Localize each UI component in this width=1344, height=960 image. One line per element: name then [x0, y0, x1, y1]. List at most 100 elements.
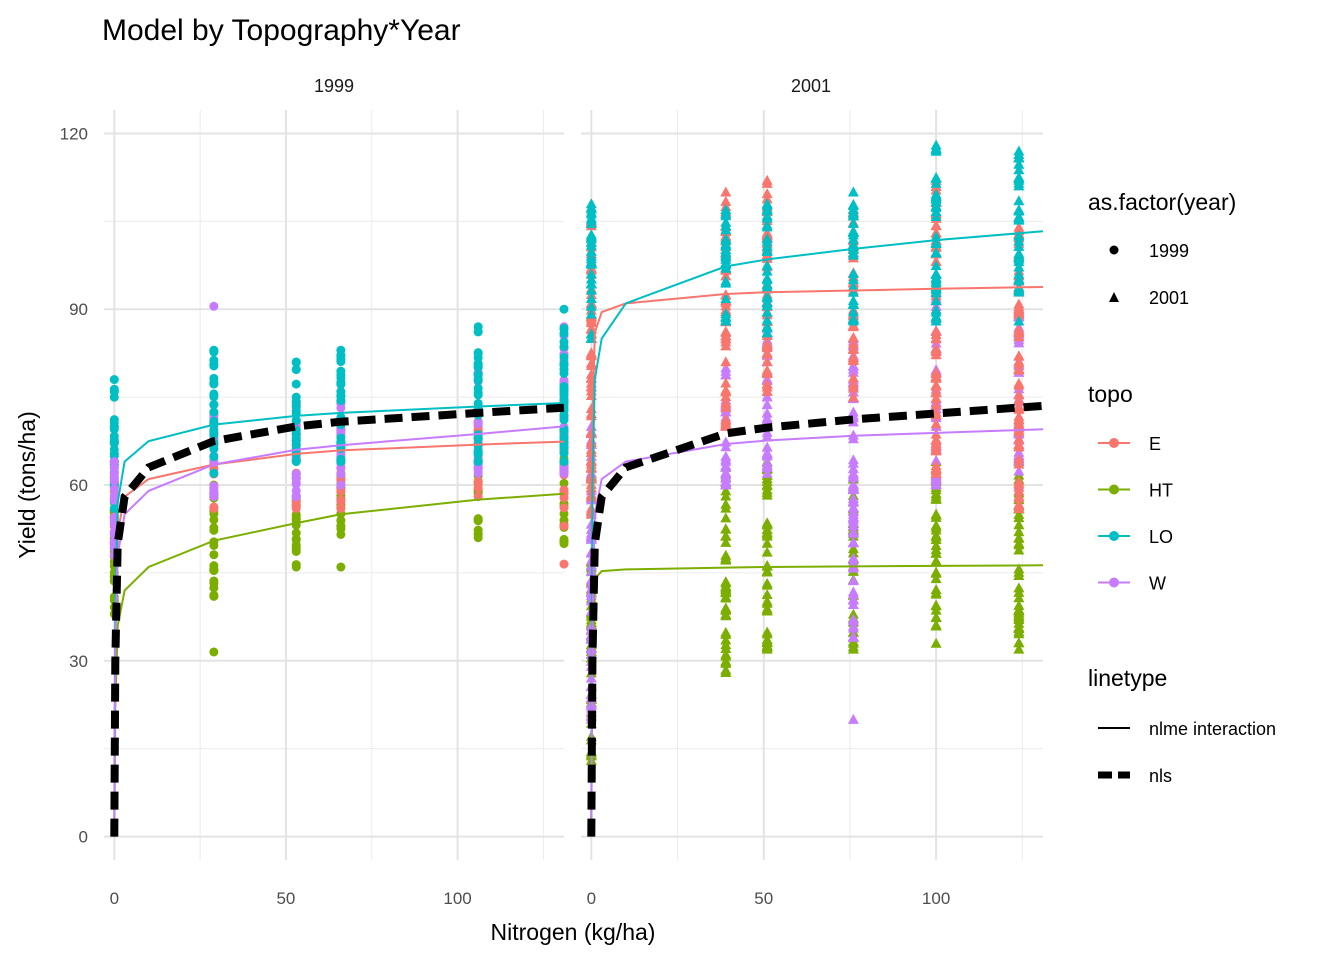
data-point-LO: [761, 198, 773, 209]
legend: as.factor(year) 1999 2001 topo E HT LO W li…: [1088, 189, 1276, 786]
data-point-LO: [291, 440, 301, 450]
data-point-HT: [720, 512, 732, 523]
data-point-LO: [291, 401, 301, 411]
legend-label-2001: 2001: [1149, 288, 1189, 308]
data-point-W: [847, 575, 859, 586]
data-point-LO: [209, 452, 219, 462]
data-point-LO: [1013, 158, 1025, 169]
data-point-W: [720, 362, 732, 373]
data-point-LO: [291, 357, 301, 367]
data-point-HT: [1013, 512, 1025, 523]
data-point-E: [1013, 377, 1025, 388]
data-point-W: [720, 466, 732, 477]
data-point-LO: [585, 230, 597, 241]
data-point-E: [1013, 458, 1025, 469]
data-point-LO: [585, 273, 597, 284]
data-point-LO: [720, 234, 732, 245]
data-point-HT: [209, 515, 219, 525]
data-point-W: [761, 399, 773, 410]
data-point-HT: [473, 529, 483, 539]
fit-curve-nls: [587, 401, 1044, 837]
data-point-W: [930, 473, 942, 484]
data-point-LO: [1013, 273, 1025, 284]
data-point-W: [847, 454, 859, 465]
data-point-E: [1013, 477, 1025, 488]
data-point-W: [761, 467, 773, 478]
fit-curve-E: [590, 286, 1044, 837]
data-point-LO: [585, 239, 597, 250]
outlier-point-W: [847, 713, 859, 724]
data-point-HT: [209, 523, 219, 533]
data-point-E: [1013, 453, 1025, 464]
data-point-E: [720, 356, 732, 367]
data-point-LO: [585, 198, 597, 209]
data-point-HT: [1013, 628, 1025, 639]
x-tick-label: 50: [276, 889, 295, 908]
legend-label-HT: HT: [1149, 481, 1173, 501]
data-point-W: [291, 486, 301, 496]
data-point-LO: [473, 450, 483, 460]
data-point-E: [585, 317, 597, 328]
data-point-HT: [720, 642, 732, 653]
data-point-W: [847, 496, 859, 507]
data-point-E: [930, 433, 942, 444]
data-point-E: [1013, 492, 1025, 503]
data-point-LO: [291, 456, 301, 466]
facet-label-2001: 2001: [791, 76, 831, 96]
fit-curve-W: [590, 428, 1044, 837]
x-tick-label: 100: [922, 889, 950, 908]
data-point-W: [847, 552, 859, 563]
data-point-E: [1013, 301, 1025, 312]
data-point-HT: [1013, 622, 1025, 633]
data-point-HT: [761, 479, 773, 490]
legend-topo-keys: E HT LO W: [1098, 434, 1173, 594]
data-point-HT: [209, 565, 219, 575]
data-point-E: [720, 195, 732, 206]
data-point-LO: [930, 177, 942, 188]
data-point-W: [761, 391, 773, 402]
data-point-E: [930, 464, 942, 475]
data-point-LO: [847, 217, 859, 228]
data-point-E: [1013, 433, 1025, 444]
data-point-HT: [720, 530, 732, 541]
data-point-LO: [559, 390, 569, 400]
data-point-E: [930, 386, 942, 397]
data-point-LO: [291, 379, 301, 389]
fit-curve-HT: [590, 564, 1044, 837]
data-point-LO: [761, 292, 773, 303]
data-point-HT: [291, 511, 301, 521]
data-point-E: [1013, 350, 1025, 361]
data-point-LO: [847, 281, 859, 292]
data-point-LO: [109, 415, 119, 425]
data-point-E: [847, 331, 859, 342]
data-point-LO: [209, 373, 219, 383]
data-point-LO: [585, 300, 597, 311]
data-point-LO: [585, 212, 597, 223]
data-point-LO: [559, 438, 569, 448]
data-point-LO: [930, 272, 942, 283]
data-point-W: [1013, 337, 1025, 348]
legend-label-nlme: nlme interaction: [1149, 719, 1276, 739]
data-point-LO: [109, 375, 119, 385]
data-point-HT: [720, 586, 732, 597]
data-point-E: [761, 188, 773, 199]
data-point-HT: [559, 535, 569, 545]
legend-key-dot-W: [1109, 577, 1119, 588]
data-point-HT: [761, 628, 773, 639]
data-point-HT: [559, 478, 569, 488]
data-point-E: [930, 445, 942, 456]
data-point-LO: [930, 188, 942, 199]
data-point-E: [930, 380, 942, 391]
data-point-E: [930, 328, 942, 339]
data-point-HT: [930, 637, 942, 648]
data-point-W: [720, 461, 732, 472]
data-point-E: [1013, 357, 1025, 368]
data-point-LO: [930, 200, 942, 211]
data-point-LO: [761, 327, 773, 338]
data-point-W: [209, 489, 219, 499]
data-point-LO: [559, 337, 569, 347]
data-point-W: [109, 474, 119, 484]
data-point-W: [847, 429, 859, 440]
legend-label-nls: nls: [1149, 766, 1172, 786]
x-axis-ticks: 0 50 100 0 50 100: [110, 889, 951, 908]
